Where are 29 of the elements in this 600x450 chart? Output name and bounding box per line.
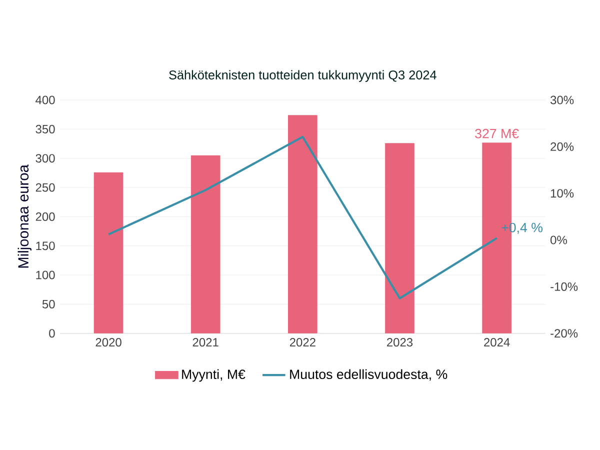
legend-label: Muutos edellisvuodesta, % — [290, 369, 448, 381]
x-tick-label: 2023 — [386, 338, 413, 347]
y-tick-label: 50 — [42, 300, 55, 308]
y2-tick-label: -20% — [550, 329, 578, 338]
y-tick-label: 0 — [49, 329, 55, 338]
y-tick-label: 250 — [36, 183, 55, 192]
y2-tick-label: 10% — [550, 189, 574, 198]
x-tick-label: 2024 — [484, 338, 510, 347]
y-axis-title: Miljoonaa euroa — [18, 164, 32, 268]
x-tick-label: 2020 — [96, 338, 122, 347]
bar — [288, 115, 318, 334]
bar — [190, 155, 220, 334]
bar — [385, 143, 414, 334]
chart-title: Sähköteknisten tuotteiden tukkumyynti Q3 2024 — [169, 70, 436, 82]
y-tick-label: 200 — [36, 212, 55, 221]
y2-tick-label: 30% — [550, 96, 574, 104]
legend-label: Myynti, M€ — [182, 369, 246, 382]
y-tick-label: 300 — [36, 154, 55, 163]
y-tick-label: 150 — [36, 242, 55, 250]
y2-tick-label: 0% — [550, 236, 567, 244]
y-tick-label: 350 — [36, 124, 55, 134]
bar — [94, 172, 124, 334]
data-label: 327 M€ — [475, 128, 519, 138]
y-tick-label: 400 — [36, 96, 55, 104]
y-tick-label: 100 — [36, 270, 55, 280]
y2-tick-label: 20% — [550, 142, 574, 151]
x-tick-label: 2022 — [290, 338, 316, 347]
y2-tick-label: -10% — [550, 282, 578, 291]
x-tick-label: 2021 — [192, 338, 218, 347]
